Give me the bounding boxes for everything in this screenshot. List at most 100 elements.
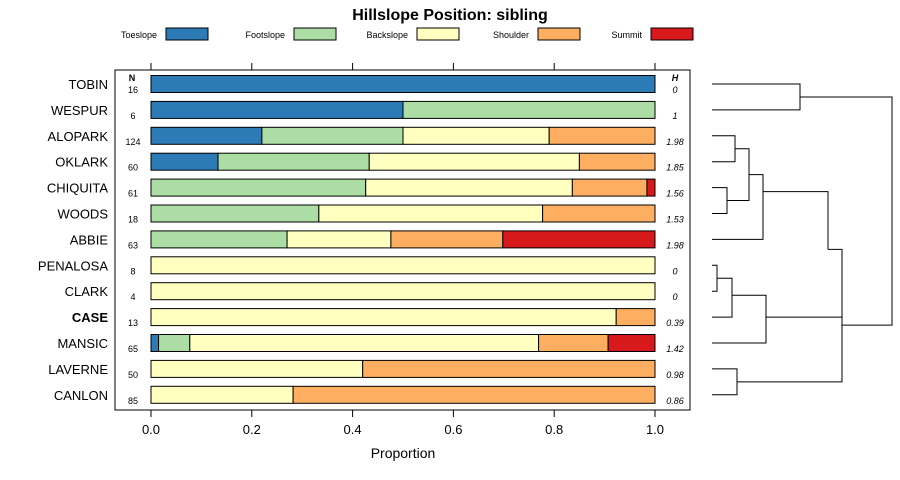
- x-tick-label: 0.2: [243, 422, 261, 437]
- row-h: 0.86: [666, 396, 684, 406]
- dendrogram-branch: [727, 148, 750, 202]
- x-axis-label: Proportion: [371, 445, 436, 461]
- row-label: OKLARK: [55, 155, 108, 170]
- bar-segment: [538, 334, 609, 352]
- row-h: 0: [672, 266, 677, 276]
- row-n: 63: [128, 240, 138, 250]
- chart-title: Hillslope Position: sibling: [352, 7, 548, 24]
- row-h: 1.85: [666, 163, 685, 173]
- legend-swatch: [293, 27, 337, 41]
- bar-segment: [365, 178, 573, 197]
- row-label: WESPUR: [51, 103, 108, 118]
- dendrogram-branch: [800, 96, 893, 326]
- bar-segment: [368, 152, 580, 171]
- row-n: 60: [128, 163, 138, 173]
- bar-segment: [502, 230, 656, 249]
- dendrogram-branch: [712, 135, 736, 163]
- bar-segment: [150, 334, 160, 352]
- bar-segment: [542, 204, 656, 223]
- legend-swatch: [537, 27, 581, 41]
- dendrogram-branch: [712, 294, 767, 344]
- row-h: 0: [672, 85, 677, 95]
- dendrogram-branch: [712, 187, 728, 214]
- row-label: WOODS: [57, 207, 108, 222]
- bar-segment: [402, 100, 656, 119]
- n-header: N: [129, 73, 136, 83]
- bar-segment: [150, 385, 294, 404]
- x-tick-label: 1.0: [646, 422, 664, 437]
- row-h: 1.98: [666, 240, 684, 250]
- legend-swatch: [416, 27, 460, 41]
- bar-segment: [150, 308, 617, 327]
- row-n: 61: [128, 189, 138, 199]
- bar-segment: [150, 204, 320, 223]
- dendrogram-branch: [712, 368, 738, 396]
- row-label: LAVERNE: [48, 362, 108, 377]
- row-h: 1.98: [666, 137, 684, 147]
- x-tick-label: 0.0: [142, 422, 160, 437]
- bar-segment: [217, 152, 370, 171]
- bar-segment: [548, 126, 656, 145]
- legend: Toeslope Footslope Backslope Shoulder Summit: [121, 27, 694, 41]
- bar-segment: [150, 126, 263, 145]
- row-n: 6: [130, 111, 135, 121]
- row-n: 8: [130, 266, 135, 276]
- dendrogram-branch: [712, 174, 764, 240]
- bar-segment: [615, 308, 656, 327]
- row-n: 16: [128, 85, 138, 95]
- bar-segment: [286, 230, 392, 249]
- row-label: CHIQUITA: [47, 181, 108, 196]
- row-label: PENALOSA: [38, 258, 108, 273]
- dendrogram: [712, 83, 893, 396]
- dendrogram-branch: [763, 191, 829, 250]
- bar-segment: [292, 385, 656, 404]
- bar-segment: [150, 359, 364, 378]
- legend-label: Backslope: [366, 30, 408, 40]
- legend-swatch: [165, 27, 209, 41]
- legend-label: Footslope: [245, 30, 285, 40]
- bar-segment: [150, 230, 288, 249]
- row-label: TOBIN: [69, 77, 109, 92]
- row-label: ALOPARK: [48, 129, 109, 144]
- bar-segment: [158, 334, 191, 352]
- plot-border: [114, 69, 691, 411]
- row-label: CANLON: [54, 388, 108, 403]
- legend-label: Shoulder: [493, 30, 529, 40]
- row-label: ABBIE: [70, 232, 109, 247]
- bar-segment: [150, 75, 656, 93]
- legend-swatch: [650, 27, 694, 41]
- dendrogram-branch: [712, 277, 733, 318]
- row-label: MANSIC: [57, 336, 108, 351]
- bar-segment: [261, 126, 404, 145]
- legend-label: Summit: [611, 30, 642, 40]
- h-header: H: [672, 73, 679, 83]
- row-h: 1.56: [666, 189, 684, 199]
- row-h: 1.42: [666, 344, 684, 354]
- row-n: 50: [128, 370, 138, 380]
- bar-segment: [390, 230, 504, 249]
- row-h: 1.53: [666, 215, 684, 225]
- bar-segment: [150, 100, 404, 119]
- bar-segment: [318, 204, 544, 223]
- bar-segment: [150, 152, 219, 171]
- row-label: CASE: [72, 310, 108, 325]
- bar-segment: [150, 282, 656, 301]
- row-n: 85: [128, 396, 138, 406]
- bar-segment: [578, 152, 656, 171]
- x-tick-label: 0.6: [444, 422, 462, 437]
- row-n: 18: [128, 215, 138, 225]
- bar-segment: [150, 178, 367, 197]
- row-n: 124: [125, 137, 140, 147]
- dendrogram-branch: [712, 264, 718, 292]
- bar-segment: [150, 256, 656, 275]
- row-label: CLARK: [65, 284, 109, 299]
- legend-label: Toeslope: [121, 30, 157, 40]
- bar-segment: [646, 178, 656, 197]
- row-h: 0: [672, 292, 677, 302]
- bar-segment: [607, 334, 656, 352]
- dendrogram-branch: [712, 83, 801, 111]
- row-n: 4: [130, 292, 135, 302]
- bar-segment: [362, 359, 656, 378]
